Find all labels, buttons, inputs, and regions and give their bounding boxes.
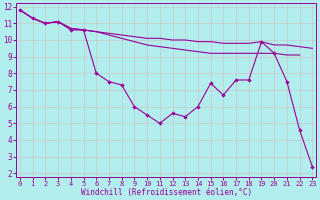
X-axis label: Windchill (Refroidissement éolien,°C): Windchill (Refroidissement éolien,°C) xyxy=(81,188,252,197)
